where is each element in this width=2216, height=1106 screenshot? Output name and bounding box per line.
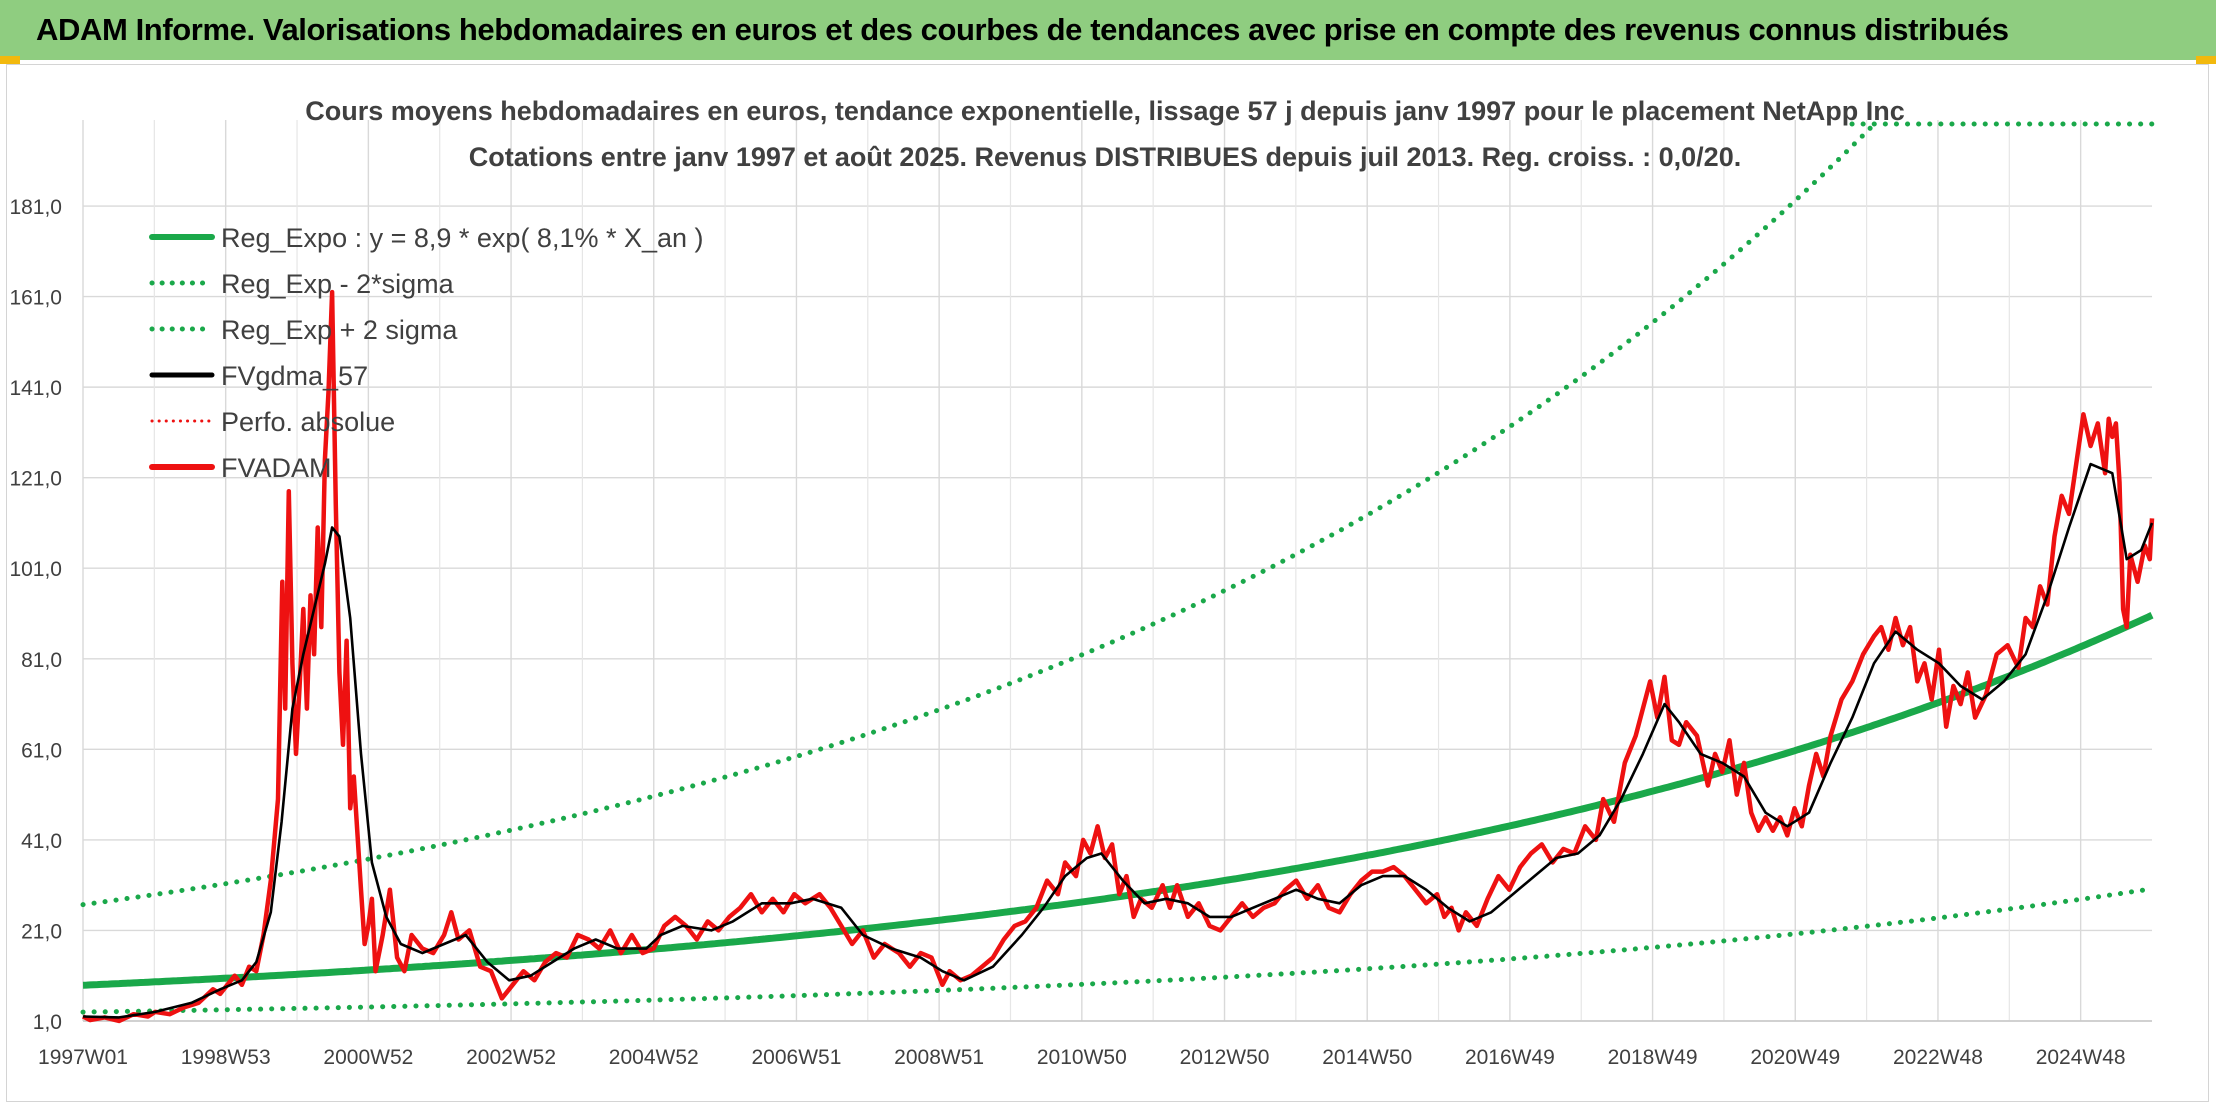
legend-label: FVgdma_57 <box>221 361 368 391</box>
regression-layer <box>82 612 2154 989</box>
x-tick-label: 1998W53 <box>181 1046 271 1069</box>
y-tick-label: 41,0 <box>21 830 62 853</box>
y-tick-label: 141,0 <box>9 377 62 400</box>
x-tick-label: 2022W48 <box>1893 1046 1983 1069</box>
y-tick-label: 121,0 <box>9 468 62 491</box>
x-tick-label: 2020W49 <box>1750 1046 1840 1069</box>
x-tick-label: 1997W01 <box>38 1046 128 1069</box>
y-tick-label: 181,0 <box>9 196 62 219</box>
series-reg-expo <box>82 612 2154 989</box>
y-tick-label: 81,0 <box>21 649 62 672</box>
sigma-high-layer <box>80 118 2155 908</box>
y-tick-label: 21,0 <box>21 920 62 943</box>
legend: Reg_Expo : y = 8,9 * exp( 8,1% * X_an ) R… <box>149 223 704 483</box>
x-tick-label: 2002W52 <box>466 1046 556 1069</box>
series-reg-exp-minus-sigma <box>80 886 2155 1015</box>
x-tick-label: 2004W52 <box>609 1046 699 1069</box>
corner-mark-left <box>0 56 20 64</box>
x-tick-label: 2006W51 <box>751 1046 841 1069</box>
gridlines <box>82 120 2152 1022</box>
corner-mark-right <box>2196 56 2216 64</box>
legend-label: Reg_Exp + 2 sigma <box>221 315 458 345</box>
series-reg-exp-plus-sigma <box>80 118 1881 908</box>
fvgdma-layer <box>82 462 2154 1019</box>
legend-label: Reg_Expo : y = 8,9 * exp( 8,1% * X_an ) <box>221 223 704 253</box>
report-banner: ADAM Informe. Valorisations hebdomadaire… <box>0 0 2216 60</box>
x-tick-label: 2016W49 <box>1465 1046 1555 1069</box>
report-title: ADAM Informe. Valorisations hebdomadaire… <box>36 12 2009 47</box>
x-tick-label: 2008W51 <box>894 1046 984 1069</box>
y-tick-label: 61,0 <box>21 739 62 762</box>
chart-subtitle: Cotations entre janv 1997 et août 2025. … <box>469 142 1741 172</box>
x-tick-label: 2018W49 <box>1608 1046 1698 1069</box>
sigma-low-layer <box>80 886 2155 1015</box>
y-tick-label: 161,0 <box>9 287 62 310</box>
y-tick-label: 1,0 <box>33 1011 62 1034</box>
legend-label: Perfo. absolue <box>221 407 395 437</box>
series-fvadam <box>81 289 2155 1024</box>
x-tick-label: 2010W50 <box>1037 1046 1127 1069</box>
x-tick-label: 2024W48 <box>2036 1046 2126 1069</box>
chart-frame <box>6 64 2209 1102</box>
axis-labels: 1,0 21,0 41,0 61,0 81,0 101,0 121,0 141,0 161,0 1… <box>9 196 2125 1069</box>
x-tick-label: 2000W52 <box>323 1046 413 1069</box>
y-tick-label: 101,0 <box>9 558 62 581</box>
legend-label: FVADAM <box>221 453 332 483</box>
x-tick-label: 2014W50 <box>1322 1046 1412 1069</box>
series-fvgdma-57 <box>82 462 2154 1019</box>
legend-label: Reg_Exp - 2*sigma <box>221 269 455 299</box>
chart-title: Cours moyens hebdomadaires en euros, ten… <box>305 96 1905 126</box>
fvadam-layer <box>81 289 2155 1024</box>
x-tick-label: 2012W50 <box>1180 1046 1270 1069</box>
